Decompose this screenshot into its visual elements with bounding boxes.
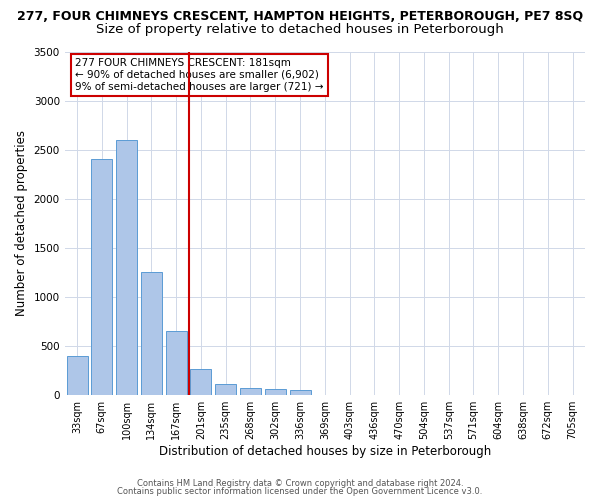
Bar [116, 140, 137, 394]
Bar [240, 388, 261, 394]
Bar [141, 272, 162, 394]
Bar [91, 160, 112, 394]
Bar [67, 356, 88, 395]
Bar [166, 331, 187, 394]
Bar [190, 369, 211, 394]
Bar [290, 390, 311, 394]
Text: 277, FOUR CHIMNEYS CRESCENT, HAMPTON HEIGHTS, PETERBOROUGH, PE7 8SQ: 277, FOUR CHIMNEYS CRESCENT, HAMPTON HEI… [17, 10, 583, 23]
Text: Contains HM Land Registry data © Crown copyright and database right 2024.: Contains HM Land Registry data © Crown c… [137, 478, 463, 488]
Text: 277 FOUR CHIMNEYS CRESCENT: 181sqm
← 90% of detached houses are smaller (6,902)
: 277 FOUR CHIMNEYS CRESCENT: 181sqm ← 90%… [75, 58, 323, 92]
Text: Contains public sector information licensed under the Open Government Licence v3: Contains public sector information licen… [118, 487, 482, 496]
X-axis label: Distribution of detached houses by size in Peterborough: Distribution of detached houses by size … [159, 444, 491, 458]
Text: Size of property relative to detached houses in Peterborough: Size of property relative to detached ho… [96, 22, 504, 36]
Y-axis label: Number of detached properties: Number of detached properties [15, 130, 28, 316]
Bar [265, 390, 286, 394]
Bar [215, 384, 236, 394]
